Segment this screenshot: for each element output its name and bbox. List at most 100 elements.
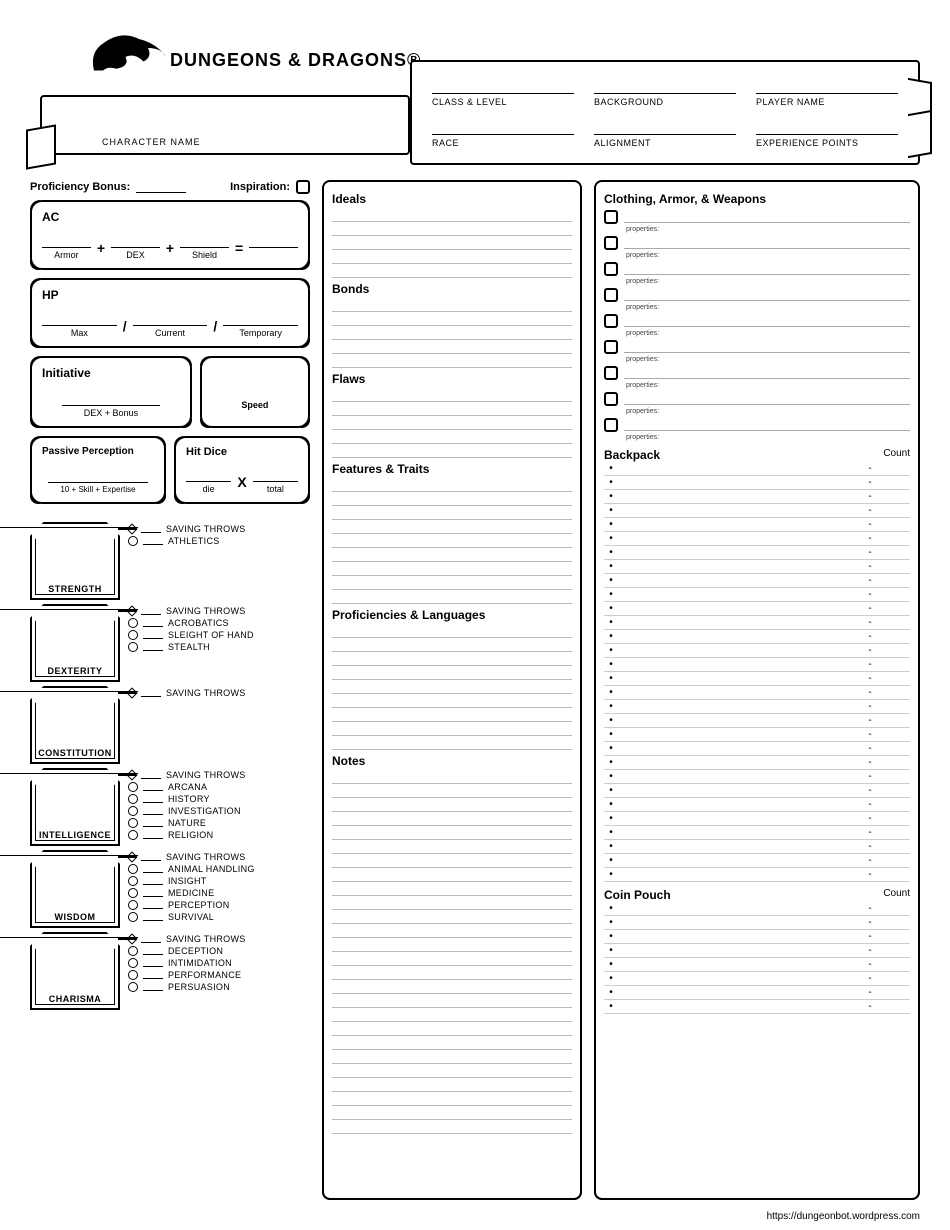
skill-marker[interactable] xyxy=(128,864,138,874)
writing-line[interactable] xyxy=(332,910,572,924)
writing-line[interactable] xyxy=(332,534,572,548)
backpack-row[interactable]: •- xyxy=(604,504,910,518)
background-field[interactable]: BACKGROUND xyxy=(594,74,736,107)
pp-input[interactable] xyxy=(48,465,148,483)
ability-score-box[interactable]: STRENGTH xyxy=(30,522,120,600)
writing-line[interactable] xyxy=(332,354,572,368)
hd-total[interactable]: total xyxy=(253,464,298,494)
backpack-row[interactable]: •- xyxy=(604,686,910,700)
skill-value[interactable] xyxy=(143,865,163,873)
backpack-row[interactable]: •- xyxy=(604,714,910,728)
hp-temp[interactable]: Temporary xyxy=(223,308,298,338)
skill-marker[interactable] xyxy=(128,536,138,546)
backpack-row[interactable]: •- xyxy=(604,616,910,630)
equipment-name[interactable] xyxy=(624,237,910,249)
writing-line[interactable] xyxy=(332,444,572,458)
coin-row[interactable]: •- xyxy=(604,958,910,972)
writing-line[interactable] xyxy=(332,298,572,312)
skill-marker[interactable] xyxy=(128,630,138,640)
backpack-row[interactable]: •- xyxy=(604,770,910,784)
skill-value[interactable] xyxy=(143,983,163,991)
coin-row[interactable]: •- xyxy=(604,986,910,1000)
skill-value[interactable] xyxy=(143,831,163,839)
skill-value[interactable] xyxy=(143,819,163,827)
init-input[interactable] xyxy=(62,388,160,406)
skill-value[interactable] xyxy=(143,537,163,545)
writing-line[interactable] xyxy=(332,722,572,736)
backpack-row[interactable]: •- xyxy=(604,518,910,532)
coin-row[interactable]: •- xyxy=(604,972,910,986)
equipment-checkbox[interactable] xyxy=(604,418,618,432)
skill-value[interactable] xyxy=(141,935,161,943)
skill-marker[interactable] xyxy=(128,806,138,816)
backpack-row[interactable]: •- xyxy=(604,658,910,672)
hd-die[interactable]: die xyxy=(186,464,231,494)
ac-armor[interactable]: Armor xyxy=(42,230,91,260)
writing-line[interactable] xyxy=(332,576,572,590)
writing-line[interactable] xyxy=(332,624,572,638)
writing-line[interactable] xyxy=(332,840,572,854)
writing-line[interactable] xyxy=(332,938,572,952)
writing-line[interactable] xyxy=(332,590,572,604)
proficiency-input[interactable] xyxy=(136,181,186,193)
writing-line[interactable] xyxy=(332,1078,572,1092)
coin-row[interactable]: •- xyxy=(604,902,910,916)
writing-line[interactable] xyxy=(332,1092,572,1106)
equipment-checkbox[interactable] xyxy=(604,392,618,406)
skill-marker[interactable] xyxy=(128,642,138,652)
backpack-row[interactable]: •- xyxy=(604,490,910,504)
skill-marker[interactable] xyxy=(128,782,138,792)
writing-line[interactable] xyxy=(332,430,572,444)
writing-line[interactable] xyxy=(332,506,572,520)
ability-score-box[interactable]: WISDOM xyxy=(30,850,120,928)
writing-line[interactable] xyxy=(332,388,572,402)
equipment-checkbox[interactable] xyxy=(604,366,618,380)
hp-max[interactable]: Max xyxy=(42,308,117,338)
saving-throw-marker[interactable] xyxy=(126,851,137,862)
writing-line[interactable] xyxy=(332,236,572,250)
alignment-field[interactable]: ALIGNMENT xyxy=(594,115,736,148)
writing-line[interactable] xyxy=(332,666,572,680)
skill-value[interactable] xyxy=(143,619,163,627)
skill-marker[interactable] xyxy=(128,946,138,956)
skill-value[interactable] xyxy=(143,971,163,979)
race-field[interactable]: RACE xyxy=(432,115,574,148)
ability-score-box[interactable]: CHARISMA xyxy=(30,932,120,1010)
skill-marker[interactable] xyxy=(128,876,138,886)
backpack-row[interactable]: •- xyxy=(604,644,910,658)
writing-line[interactable] xyxy=(332,736,572,750)
writing-line[interactable] xyxy=(332,638,572,652)
coin-row[interactable]: •- xyxy=(604,944,910,958)
writing-line[interactable] xyxy=(332,250,572,264)
saving-throw-marker[interactable] xyxy=(126,769,137,780)
equipment-checkbox[interactable] xyxy=(604,314,618,328)
equipment-name[interactable] xyxy=(624,211,910,223)
backpack-row[interactable]: •- xyxy=(604,728,910,742)
ac-dex[interactable]: DEX xyxy=(111,230,160,260)
equipment-checkbox[interactable] xyxy=(604,236,618,250)
writing-line[interactable] xyxy=(332,222,572,236)
saving-throw-marker[interactable] xyxy=(126,523,137,534)
writing-line[interactable] xyxy=(332,1036,572,1050)
skill-marker[interactable] xyxy=(128,970,138,980)
backpack-row[interactable]: •- xyxy=(604,532,910,546)
writing-line[interactable] xyxy=(332,548,572,562)
writing-line[interactable] xyxy=(332,966,572,980)
coin-row[interactable]: •- xyxy=(604,1000,910,1014)
equipment-checkbox[interactable] xyxy=(604,210,618,224)
equipment-name[interactable] xyxy=(624,393,910,405)
hp-current[interactable]: Current xyxy=(133,308,208,338)
ability-score-box[interactable]: DEXTERITY xyxy=(30,604,120,682)
writing-line[interactable] xyxy=(332,652,572,666)
writing-line[interactable] xyxy=(332,980,572,994)
backpack-row[interactable]: •- xyxy=(604,476,910,490)
skill-value[interactable] xyxy=(143,913,163,921)
writing-line[interactable] xyxy=(332,562,572,576)
writing-line[interactable] xyxy=(332,868,572,882)
backpack-row[interactable]: •- xyxy=(604,462,910,476)
writing-line[interactable] xyxy=(332,854,572,868)
writing-line[interactable] xyxy=(332,952,572,966)
ac-shield[interactable]: Shield xyxy=(180,230,229,260)
writing-line[interactable] xyxy=(332,694,572,708)
writing-line[interactable] xyxy=(332,1022,572,1036)
